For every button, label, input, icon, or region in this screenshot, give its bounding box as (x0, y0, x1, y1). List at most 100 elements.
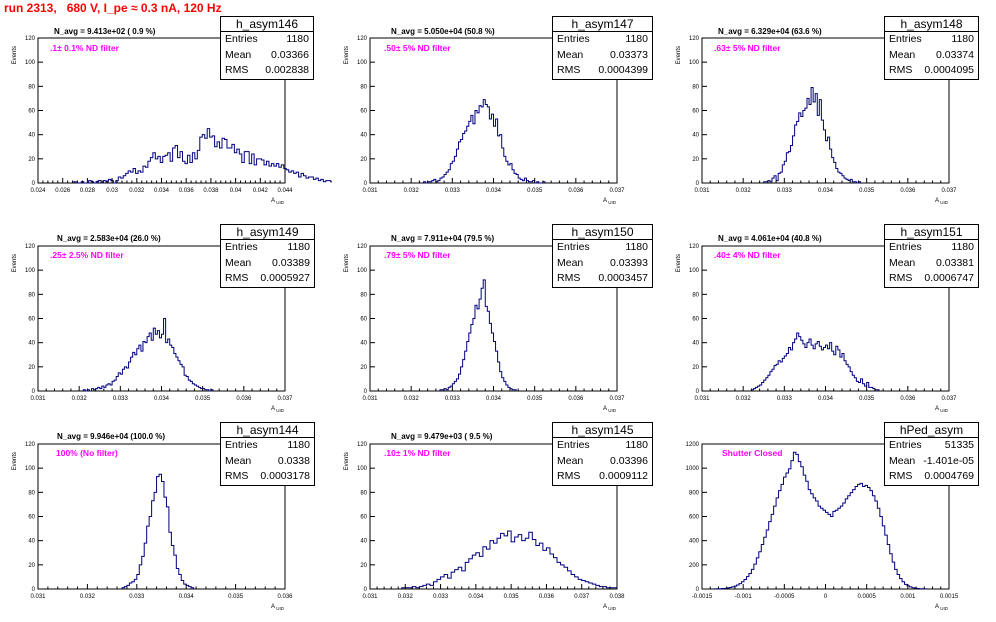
x-tick-label: 0.034 (486, 396, 502, 402)
y-tick-label: 0 (32, 181, 36, 187)
stats-row-entries: Entries 1180 (221, 32, 313, 48)
x-tick-label: 0.034 (154, 188, 170, 194)
n-avg-label: N_avg = 5.050e+04 (50.8 %) (391, 27, 495, 36)
page-title: run 2313, 680 V, I_pe ≈ 0.3 nA, 120 Hz (4, 1, 222, 15)
n-avg-label: N_avg = 9.946e+04 (100.0 %) (57, 432, 166, 441)
stats-value: 0.0004399 (598, 64, 648, 76)
y-tick-label: 120 (357, 244, 368, 250)
stats-box: h_asym151 Entries 1180 Mean 0.03381 RMS 0.0006… (884, 224, 979, 288)
y-tick-label: 800 (689, 490, 700, 496)
stats-label: Entries (225, 439, 258, 451)
y-axis-title: Events (344, 46, 350, 64)
y-tick-label: 20 (28, 563, 35, 569)
y-axis-title: Events (676, 254, 682, 272)
x-tick-label: 0.031 (362, 594, 378, 600)
stats-value: 0.03393 (610, 256, 648, 269)
y-tick-label: 100 (25, 466, 36, 472)
stats-label: RMS (225, 470, 249, 482)
stats-row-mean: Mean 0.03389 (221, 256, 314, 272)
y-axis-title: Events (12, 254, 18, 272)
x-tick-label: 0.036 (179, 188, 195, 194)
x-tick-label: 0.034 (818, 188, 834, 194)
x-tick-label: 0.035 (527, 396, 543, 402)
histogram-line (439, 279, 517, 391)
x-tick-label: 0.037 (277, 396, 293, 402)
stats-label: RMS (889, 272, 913, 284)
x-tick-label: 0.036 (236, 396, 252, 402)
y-tick-label: 1200 (686, 442, 700, 448)
x-tick-label: 0.032 (404, 188, 420, 194)
stats-label: RMS (557, 272, 581, 284)
histogram-pad: 0.031 0.032 0.033 0.034 0.035 0.036 0.037 0 20 40… (332, 8, 664, 213)
x-tick-label: 0.031 (694, 396, 710, 402)
filter-label: 100% (No filter) (56, 448, 118, 458)
stats-value: 0.03366 (271, 48, 309, 61)
stats-box: h_asym144 Entries 1180 Mean 0.0338 RMS 0.00031… (220, 422, 315, 486)
stats-row-mean: Mean 0.03366 (221, 48, 313, 64)
y-tick-label: 60 (360, 109, 367, 115)
histogram-pad: 0.031 0.032 0.033 0.034 0.035 0.036 0.037 0 20 40… (0, 216, 332, 421)
histogram-name: h_asym144 (221, 423, 314, 438)
filter-label: .10± 1% ND filter (384, 448, 451, 458)
x-tick-label: 0.0005 (857, 594, 876, 600)
x-tick-label: 0.033 (113, 396, 129, 402)
stats-row-mean: Mean 0.03373 (553, 48, 652, 64)
stats-label: Entries (889, 33, 922, 45)
x-tick-label: 0.033 (433, 594, 449, 600)
histogram-pad: 0.031 0.032 0.033 0.034 0.035 0.036 0 20 40 60 80 1… (0, 414, 332, 619)
n-avg-label: N_avg = 7.911e+04 (79.5 %) (391, 234, 495, 243)
x-axis-title: A UID (271, 198, 285, 205)
y-tick-label: 100 (357, 466, 368, 472)
stats-label: RMS (889, 64, 913, 76)
filter-label: .1± 0.1% ND filter (50, 43, 119, 53)
x-tick-label: 0.033 (777, 396, 793, 402)
stats-box: h_asym149 Entries 1180 Mean 0.03389 RMS 0.0005… (220, 224, 315, 288)
histogram-line (713, 451, 928, 590)
stats-value: 1180 (286, 33, 309, 45)
x-tick-label: 0.037 (609, 188, 625, 194)
n-avg-label: N_avg = 6.329e+04 (63.6 %) (718, 27, 822, 36)
histogram-name: h_asym151 (885, 225, 978, 240)
y-tick-label: 20 (360, 563, 367, 569)
x-tick-label: 0.032 (398, 594, 414, 600)
y-tick-label: 80 (360, 292, 367, 298)
histogram-name: h_asym145 (553, 423, 652, 438)
stats-row-entries: Entries 1180 (221, 240, 314, 256)
n-avg-label: N_avg = 9.479e+03 ( 9.5 %) (391, 432, 493, 441)
stats-row-entries: Entries 1180 (553, 32, 652, 48)
stats-value: 1180 (625, 241, 648, 253)
stats-row-rms: RMS 0.0004399 (553, 63, 652, 79)
y-tick-label: 60 (28, 109, 35, 115)
stats-row-rms: RMS 0.0005927 (221, 271, 314, 287)
y-tick-label: 0 (364, 587, 368, 593)
histogram-pad: 0.031 0.032 0.033 0.034 0.035 0.036 0.037 0 20 40… (332, 216, 664, 421)
x-tick-label: 0.037 (941, 188, 957, 194)
stats-label: Mean (225, 454, 252, 467)
stats-row-mean: Mean 0.03396 (553, 454, 652, 470)
stats-value: 1180 (287, 439, 310, 451)
n-avg-label: N_avg = 4.061e+04 (40.8 %) (718, 234, 822, 243)
histogram-plot: 0.024 0.026 0.028 0.03 0.032 0.034 0.036 0.038 0… (12, 36, 332, 205)
x-tick-label: 0.044 (277, 188, 293, 194)
y-axis-title: Events (676, 46, 682, 64)
stats-row-mean: Mean 0.03374 (885, 48, 978, 64)
stats-label: Entries (557, 241, 590, 253)
stats-label: Mean (557, 454, 584, 467)
histogram-line (73, 128, 332, 184)
stats-value: 0.0338 (277, 454, 310, 467)
stats-value: 0.03374 (936, 48, 974, 61)
y-tick-label: 20 (360, 365, 367, 371)
x-tick-label: 0.042 (253, 188, 269, 194)
histogram-line (750, 332, 880, 391)
y-tick-label: 20 (28, 157, 35, 163)
x-axis-title: A UID (603, 604, 617, 611)
stats-box: h_asym147 Entries 1180 Mean 0.03373 RMS 0.0004… (552, 16, 653, 80)
y-tick-label: 20 (692, 157, 699, 163)
histogram-name: h_asym148 (885, 17, 978, 32)
y-tick-label: 120 (357, 442, 368, 448)
x-tick-label: -0.001 (735, 594, 753, 600)
x-tick-label: 0.04 (230, 188, 242, 194)
stats-value: 0.0005927 (260, 272, 310, 284)
x-tick-label: 0.035 (195, 396, 211, 402)
x-tick-label: 0.032 (736, 188, 752, 194)
